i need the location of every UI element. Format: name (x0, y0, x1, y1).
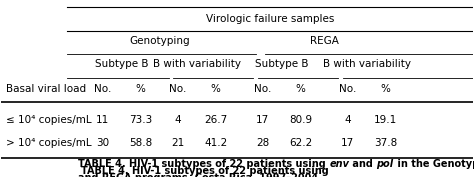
Text: %: % (211, 84, 221, 93)
Text: 26.7: 26.7 (204, 115, 228, 125)
Text: Subtype B: Subtype B (255, 59, 309, 69)
Text: 11: 11 (96, 115, 109, 125)
Text: 17: 17 (341, 138, 355, 147)
Text: 37.8: 37.8 (374, 138, 397, 147)
Text: No.: No. (339, 84, 356, 93)
Text: 80.9: 80.9 (289, 115, 312, 125)
Text: B with variability: B with variability (153, 59, 241, 69)
Text: Genotyping: Genotyping (129, 36, 190, 46)
Text: No.: No. (94, 84, 111, 93)
Text: Virologic failure samples: Virologic failure samples (206, 14, 334, 24)
Text: 19.1: 19.1 (374, 115, 397, 125)
Text: %: % (381, 84, 391, 93)
Text: 21: 21 (172, 138, 185, 147)
Text: %: % (296, 84, 306, 93)
Text: > 10⁴ copies/mL: > 10⁴ copies/mL (6, 138, 92, 147)
Text: Subtype B: Subtype B (95, 59, 148, 69)
Text: TABLE 4. HIV-1 subtypes of 22 patients using: TABLE 4. HIV-1 subtypes of 22 patients u… (81, 166, 332, 176)
Text: No.: No. (254, 84, 272, 93)
Text: env: env (329, 159, 349, 169)
Text: and: and (349, 159, 376, 169)
Text: 58.8: 58.8 (129, 138, 152, 147)
Text: 41.2: 41.2 (204, 138, 228, 147)
Text: Basal viral load: Basal viral load (6, 84, 86, 93)
Text: 62.2: 62.2 (289, 138, 312, 147)
Text: 17: 17 (256, 115, 270, 125)
Text: TABLE 4. HIV-1 subtypes of 22 patients using: TABLE 4. HIV-1 subtypes of 22 patients u… (78, 159, 329, 169)
Text: 4: 4 (175, 115, 182, 125)
Text: 4: 4 (345, 115, 351, 125)
Text: 30: 30 (96, 138, 109, 147)
Text: in the Genotyping: in the Genotyping (394, 159, 474, 169)
Text: and REGA programs, Costa Rica, 1997–2004: and REGA programs, Costa Rica, 1997–2004 (78, 173, 319, 177)
Text: ≤ 10⁴ copies/mL: ≤ 10⁴ copies/mL (6, 115, 92, 125)
Text: 73.3: 73.3 (129, 115, 152, 125)
Text: B with variability: B with variability (323, 59, 410, 69)
Text: pol: pol (376, 159, 394, 169)
Text: REGA: REGA (310, 36, 338, 46)
Text: No.: No. (169, 84, 187, 93)
Text: %: % (136, 84, 146, 93)
Text: 28: 28 (256, 138, 270, 147)
